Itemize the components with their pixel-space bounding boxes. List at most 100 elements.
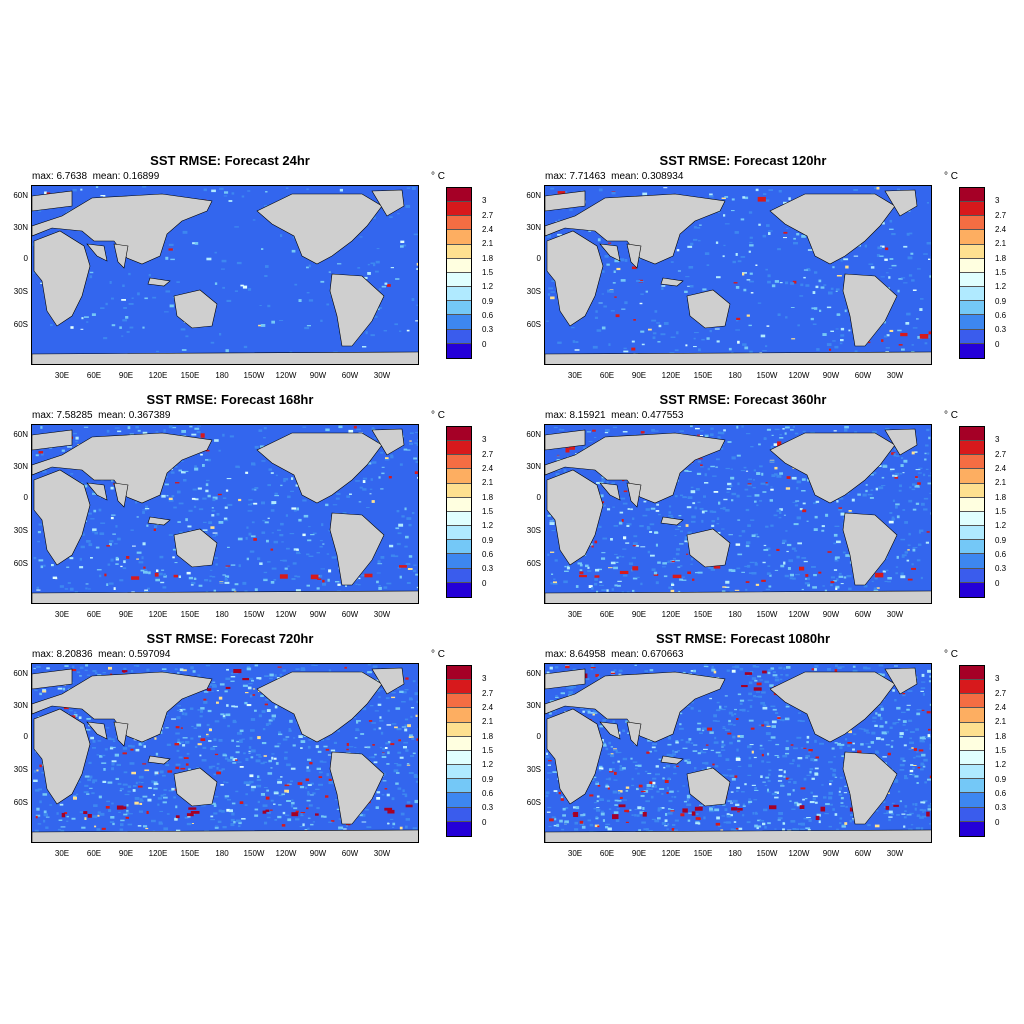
error-speckle: [305, 786, 308, 789]
error-speckle: [631, 266, 637, 270]
error-speckle: [745, 544, 750, 548]
error-speckle: [661, 822, 666, 825]
error-speckle: [401, 691, 407, 694]
error-speckle: [881, 800, 886, 803]
error-speckle: [185, 518, 188, 522]
error-speckle: [290, 767, 296, 770]
error-speckle: [774, 466, 778, 470]
error-speckle: [896, 706, 901, 710]
error-speckle: [679, 430, 684, 432]
error-speckle: [266, 539, 269, 543]
error-speckle: [383, 772, 386, 776]
error-speckle: [899, 800, 902, 803]
error-speckle: [300, 812, 306, 814]
error-speckle: [64, 665, 69, 667]
error-speckle: [404, 507, 407, 511]
longitude-label: 120E: [661, 610, 681, 619]
error-speckle: [605, 429, 610, 432]
error-speckle: [906, 704, 911, 706]
error-speckle: [596, 482, 601, 484]
error-speckle: [927, 735, 931, 739]
error-speckle: [739, 699, 745, 702]
error-speckle: [92, 779, 98, 782]
error-speckle: [406, 801, 411, 804]
error-speckle: [394, 323, 398, 326]
error-speckle: [367, 263, 370, 266]
land-mass: [842, 512, 898, 586]
longitude-label: 90W: [309, 610, 327, 619]
error-speckle: [64, 707, 69, 710]
longitude-label: 30W: [886, 610, 904, 619]
error-speckle: [899, 733, 902, 737]
error-speckle: [562, 814, 566, 817]
error-speckle: [605, 747, 609, 751]
error-speckle: [369, 705, 374, 707]
error-speckle: [607, 508, 611, 511]
error-speckle: [325, 748, 330, 751]
error-speckle: [903, 825, 906, 828]
error-speckle: [697, 434, 700, 436]
error-speckle: [613, 566, 618, 570]
error-speckle: [171, 718, 176, 720]
error-speckle: [697, 752, 701, 755]
error-speckle: [824, 813, 829, 815]
error-speckle: [705, 744, 709, 746]
error-speckle: [364, 746, 368, 748]
error-speckle: [143, 568, 147, 570]
error-speckle: [142, 795, 148, 798]
error-speckle: [635, 764, 639, 767]
error-speckle: [749, 280, 754, 283]
error-speckle: [138, 781, 141, 783]
error-speckle: [212, 745, 218, 747]
panel-title: SST RMSE: Forecast 720hr: [146, 631, 314, 646]
error-speckle: [911, 279, 915, 282]
land-mass: [329, 512, 385, 586]
error-speckle: [306, 799, 311, 802]
error-hotspot: [384, 807, 393, 811]
error-speckle: [663, 187, 668, 189]
error-speckle: [668, 505, 672, 508]
error-speckle: [70, 326, 74, 329]
error-speckle: [657, 817, 661, 820]
error-speckle: [246, 526, 249, 529]
error-speckle: [218, 696, 223, 700]
error-speckle: [923, 758, 928, 762]
error-speckle: [191, 581, 196, 585]
error-speckle: [369, 488, 373, 490]
error-speckle: [645, 800, 650, 803]
error-speckle: [319, 545, 323, 548]
error-speckle: [715, 531, 721, 534]
error-speckle: [193, 727, 198, 729]
error-speckle: [111, 479, 114, 482]
error-speckle: [654, 749, 658, 752]
error-speckle: [37, 540, 40, 543]
error-speckle: [791, 338, 796, 340]
error-speckle: [747, 524, 751, 527]
error-speckle: [163, 796, 168, 799]
error-speckle: [191, 823, 194, 824]
error-speckle: [588, 229, 592, 232]
error-speckle: [109, 821, 114, 823]
error-speckle: [210, 341, 215, 344]
error-speckle: [224, 581, 230, 584]
error-speckle: [785, 777, 790, 780]
error-speckle: [833, 580, 837, 582]
error-speckle: [222, 286, 225, 289]
error-speckle: [173, 789, 179, 791]
land-mass: [769, 193, 896, 265]
colorbar-label: 1.2: [995, 521, 1007, 531]
error-speckle: [790, 744, 794, 746]
error-speckle: [119, 790, 122, 792]
error-speckle: [707, 727, 712, 731]
error-speckle: [646, 784, 651, 787]
error-speckle: [255, 754, 261, 756]
error-speckle: [103, 768, 106, 771]
error-speckle: [404, 724, 409, 727]
error-speckle: [144, 769, 150, 772]
longitude-label: 30W: [373, 610, 391, 619]
error-speckle: [111, 297, 114, 300]
error-speckle: [891, 518, 896, 521]
error-speckle: [871, 731, 876, 735]
error-speckle: [271, 714, 276, 718]
error-speckle: [590, 667, 593, 671]
